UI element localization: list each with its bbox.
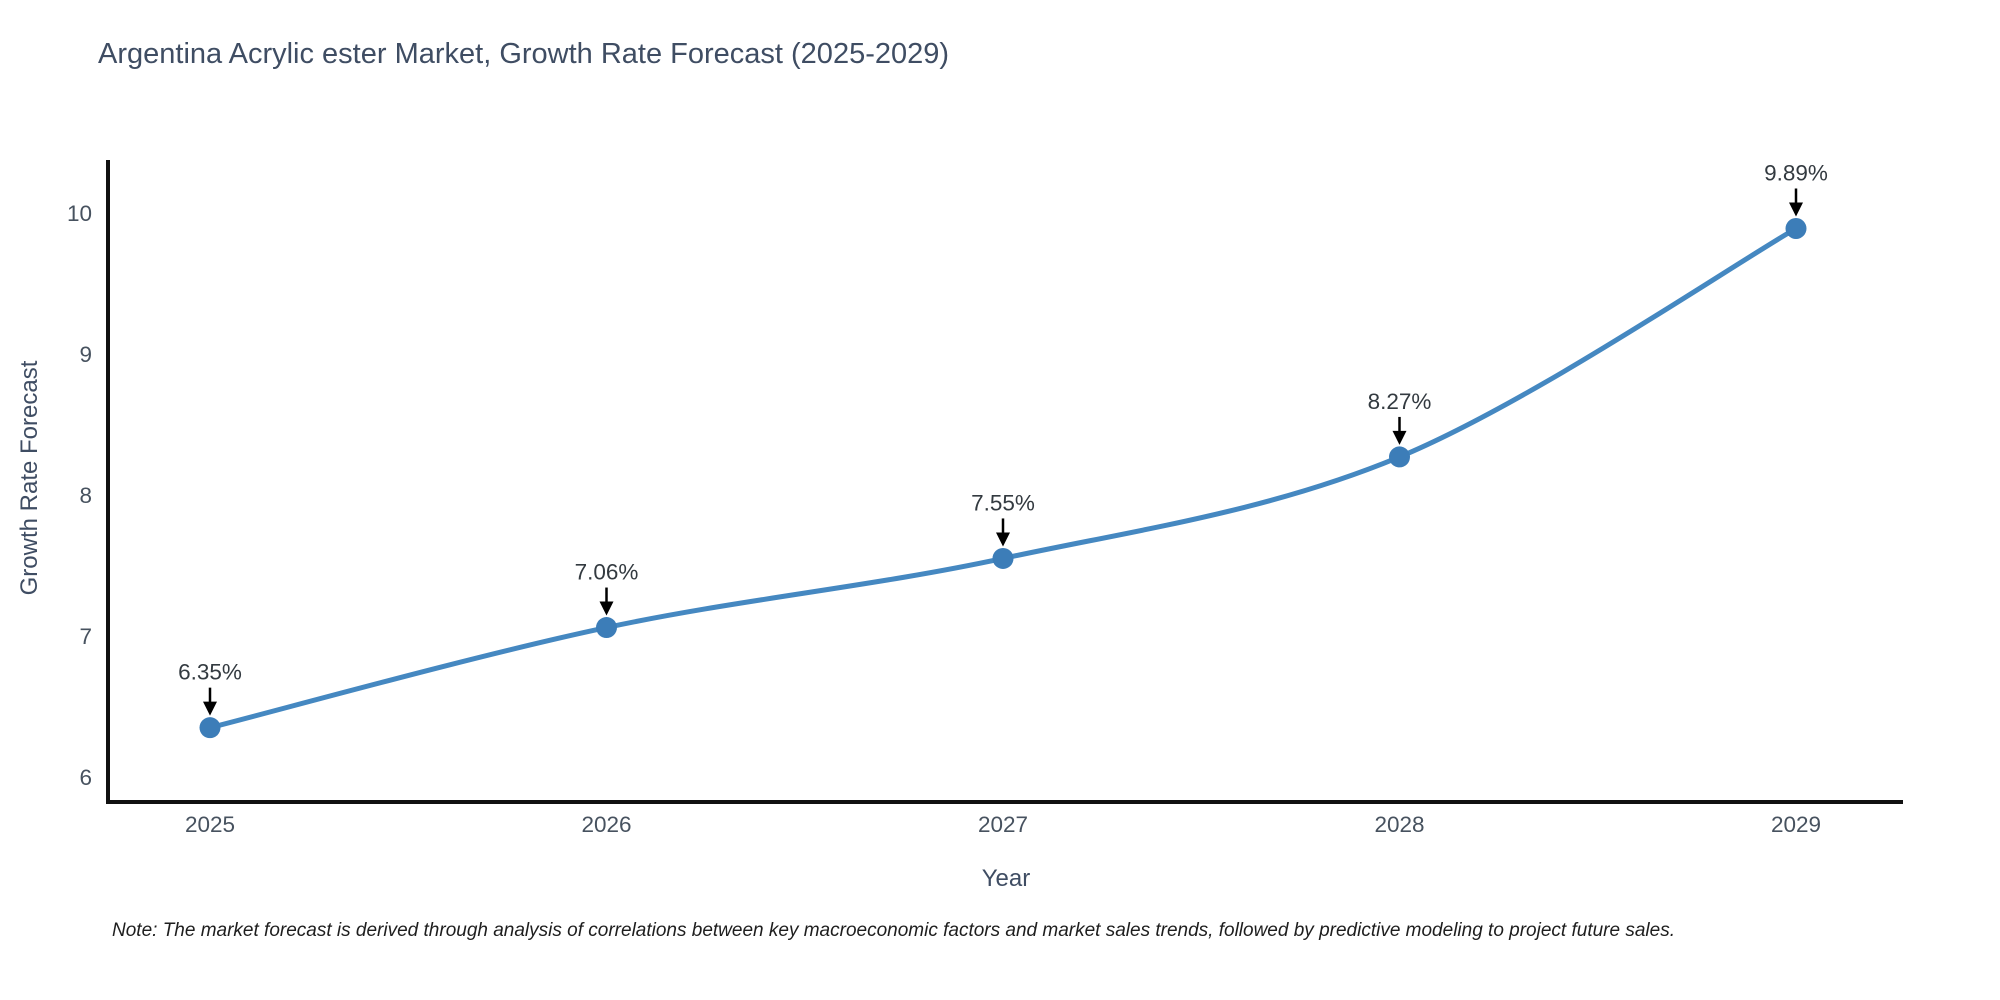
y-tick-label: 8 <box>79 483 92 508</box>
data-point-label: 8.27% <box>1368 389 1432 414</box>
data-point-label: 7.55% <box>971 490 1035 515</box>
data-point-marker <box>596 617 617 639</box>
x-axis-title: Year <box>981 865 1031 892</box>
data-point-marker <box>1785 218 1807 240</box>
forecast-line <box>207 226 1799 731</box>
y-tick-label: 10 <box>67 201 92 226</box>
y-tick-label: 9 <box>79 342 92 367</box>
y-tick-label: 6 <box>79 765 92 790</box>
data-point-marker <box>1389 446 1410 468</box>
x-tick-label: 2029 <box>1771 812 1821 837</box>
x-tick-label: 2028 <box>1374 812 1424 837</box>
y-tick-label: 7 <box>79 624 92 649</box>
footnote: Note: The market forecast is derived thr… <box>112 920 1675 941</box>
axis-spines <box>106 160 1903 804</box>
annotation-arrowhead-icon <box>996 532 1010 547</box>
annotation-arrowhead-icon <box>203 701 217 716</box>
chart-title: Argentina Acrylic ester Market, Growth R… <box>98 38 950 70</box>
annotation-arrowhead-icon <box>599 601 614 616</box>
data-point-marker <box>199 717 221 739</box>
x-tick-label: 2025 <box>185 812 235 837</box>
annotation-arrowhead-icon <box>1392 430 1407 445</box>
data-point-label: 7.06% <box>575 560 639 585</box>
data-point-label: 6.35% <box>178 660 242 685</box>
data-point-marker <box>992 547 1014 569</box>
data-point-label: 9.89% <box>1764 161 1828 186</box>
x-tick-label: 2026 <box>581 812 631 837</box>
x-tick-label: 2027 <box>978 812 1028 837</box>
annotation-arrowhead-icon <box>1789 202 1803 217</box>
